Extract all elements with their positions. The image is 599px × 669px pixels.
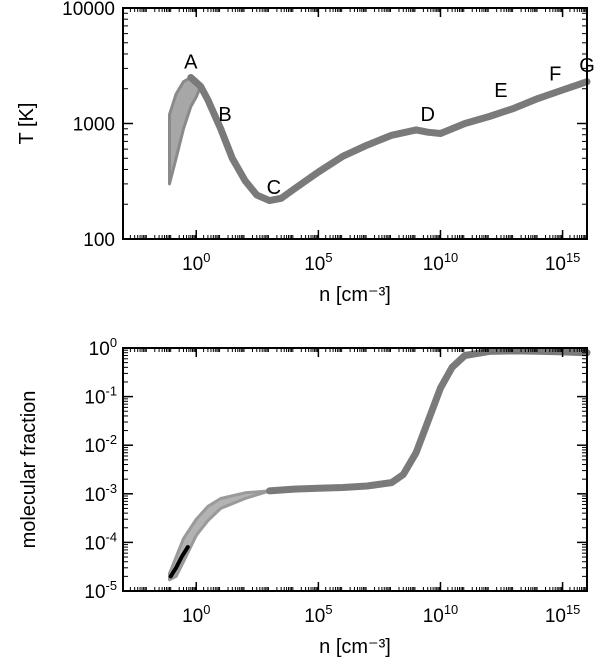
x-axis-label: n [cm⁻³] bbox=[319, 636, 391, 658]
x-axis-label: n [cm⁻³] bbox=[319, 284, 391, 306]
series-line-0 bbox=[187, 74, 591, 205]
annotation-C: C bbox=[267, 177, 281, 199]
y-tick-label: 10-1 bbox=[84, 384, 117, 409]
series-band bbox=[168, 76, 203, 186]
annotation-F: F bbox=[549, 64, 561, 86]
y-tick-label: 100 bbox=[89, 335, 117, 360]
x-tick-label: 100 bbox=[182, 250, 210, 275]
x-tick-label: 100 bbox=[182, 602, 210, 627]
y-axis-label: T [K] bbox=[16, 103, 38, 145]
y-tick-label: 100 bbox=[83, 230, 115, 251]
series-band bbox=[168, 489, 271, 582]
series-line-0 bbox=[266, 347, 591, 495]
x-tick-label: 1015 bbox=[545, 602, 581, 627]
x-tick-label: 1010 bbox=[423, 602, 459, 627]
y-tick-label: 10000 bbox=[62, 0, 115, 20]
y-tick-label: 10-5 bbox=[84, 578, 117, 603]
temperature-density-panel: 100 105 1010 1015 100 1000 10000 n [cm⁻³] T [K] A… bbox=[16, 0, 595, 306]
series-line-1 bbox=[168, 545, 190, 579]
annotation-D: D bbox=[420, 104, 434, 126]
x-tick-label: 1015 bbox=[545, 250, 581, 275]
annotation-A: A bbox=[184, 51, 198, 73]
x-tick-label: 105 bbox=[304, 602, 332, 627]
y-tick-label: 10-4 bbox=[84, 529, 117, 554]
annotation-E: E bbox=[494, 80, 507, 102]
annotation-B: B bbox=[218, 104, 231, 126]
y-tick-label: 1000 bbox=[73, 115, 115, 136]
x-tick-label: 1010 bbox=[423, 250, 459, 275]
molecular-fraction-panel: 100 105 1010 1015 10-5 10-4 10-3 10-2 10-1 100 n [… bbox=[18, 335, 591, 658]
y-axis-label: molecular fraction bbox=[18, 391, 40, 549]
x-tick-label: 105 bbox=[304, 250, 332, 275]
plot-frame bbox=[122, 7, 588, 240]
y-tick-label: 10-2 bbox=[84, 432, 117, 457]
annotation-G: G bbox=[579, 55, 595, 77]
y-tick-label: 10-3 bbox=[84, 481, 117, 506]
plot-frame bbox=[122, 347, 588, 592]
